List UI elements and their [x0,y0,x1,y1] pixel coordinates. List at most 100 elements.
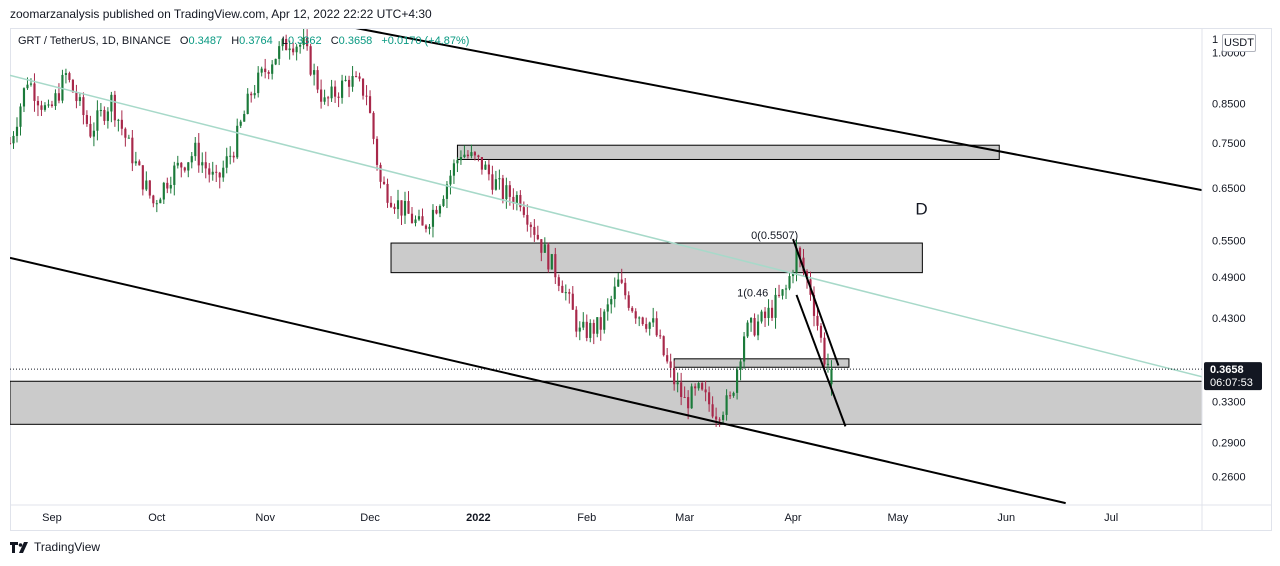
candle-body [477,155,480,158]
candle-body [613,286,616,300]
candle-body [798,247,802,258]
candle-body [243,113,246,122]
ohlc-legend: GRT / TetherUS, 1D, BINANCE O0.3487 H0.3… [18,35,469,47]
candle-body [466,154,470,157]
candle-body [655,318,658,336]
candle-body [645,324,648,329]
candle-body [781,289,784,296]
close-label: C [330,35,339,47]
candle-body [669,361,672,368]
candle-body [816,315,819,326]
change-value: +0.0170 (+4.87%) [381,35,470,47]
candle-body [756,321,760,336]
candle-body [134,161,137,164]
candle-body [313,70,316,75]
candle-body [33,83,36,101]
candle-body [697,383,700,389]
time-tick-label: Sep [42,512,62,524]
close-value: 0.3658 [338,35,373,47]
candle-body [208,168,211,175]
candle-body [694,386,697,389]
candle-body [197,142,200,166]
candle-body [110,94,113,112]
candle-body [330,86,333,99]
candle-body [222,167,225,178]
candle-body [239,121,242,126]
candle-body [274,58,277,65]
support-resistance-zone [10,380,1202,425]
time-tick-label: May [887,512,908,524]
candle-body [459,157,463,161]
time-tick-label: Feb [577,512,596,524]
symbol-label[interactable]: GRT / TetherUS, 1D, BINANCE [18,35,171,47]
candle-body [442,198,445,206]
candle-body [536,234,539,240]
candle-body [120,119,123,129]
low-value: 0.3362 [287,35,322,47]
candle-body [127,137,130,139]
candle-body [763,311,767,319]
candle-body [299,44,302,47]
price-tick-label: 0.6500 [1212,183,1246,195]
candle-body [351,76,354,87]
candle-body [393,206,396,210]
candle-body [715,416,718,420]
candle-body [232,155,235,158]
candle-body [424,225,428,229]
candle-body [358,76,361,79]
candle-body [648,322,651,329]
candle-body [456,160,459,164]
footer-brand[interactable]: TradingView [34,540,101,554]
candle-body [564,292,567,294]
candle-body [736,369,739,393]
candle-body [683,397,686,399]
candle-body [61,74,64,101]
candle-body [389,202,393,207]
candle-body [75,92,78,102]
candle-body [659,335,662,337]
candle-body [819,325,823,338]
candle-body [774,294,777,318]
price-tick-label-partial: 1 [1212,34,1218,46]
candles [10,29,833,427]
candle-body [784,288,788,290]
candle-body [529,224,532,227]
price-tick-label: 0.4900 [1212,272,1246,284]
candle-body [732,392,735,396]
candle-body [826,363,830,365]
candle-body [641,317,644,325]
candle-body [519,195,522,208]
currency-button[interactable]: USDT [1222,34,1256,52]
candle-body [176,162,179,166]
footer: TradingView [10,540,100,554]
candle-body [711,404,714,417]
candle-body [96,110,99,131]
candle-body [194,142,197,157]
time-tick-label: Nov [255,512,275,524]
candle-body [148,180,151,196]
candle-body [302,37,305,45]
candle-body [138,161,141,166]
candle-body [571,293,574,310]
candle-body [295,46,298,53]
candle-body [585,321,588,338]
candle-body [575,309,578,332]
candle-body [494,179,497,190]
candle-body [141,165,144,190]
candle-body [292,48,295,53]
candle-body [288,48,291,51]
candle-body [309,46,312,75]
time-tick-label: 2022 [466,512,490,524]
candle-body [347,79,351,87]
trendline [795,294,847,427]
candle-body [701,383,704,390]
candle-body [791,273,795,277]
candle-body [64,73,68,75]
candle-body [403,200,407,216]
candle-body [480,157,483,170]
candle-body [599,317,602,330]
candle-body [449,175,452,185]
candle-body [117,119,120,121]
candle-body [652,318,655,323]
